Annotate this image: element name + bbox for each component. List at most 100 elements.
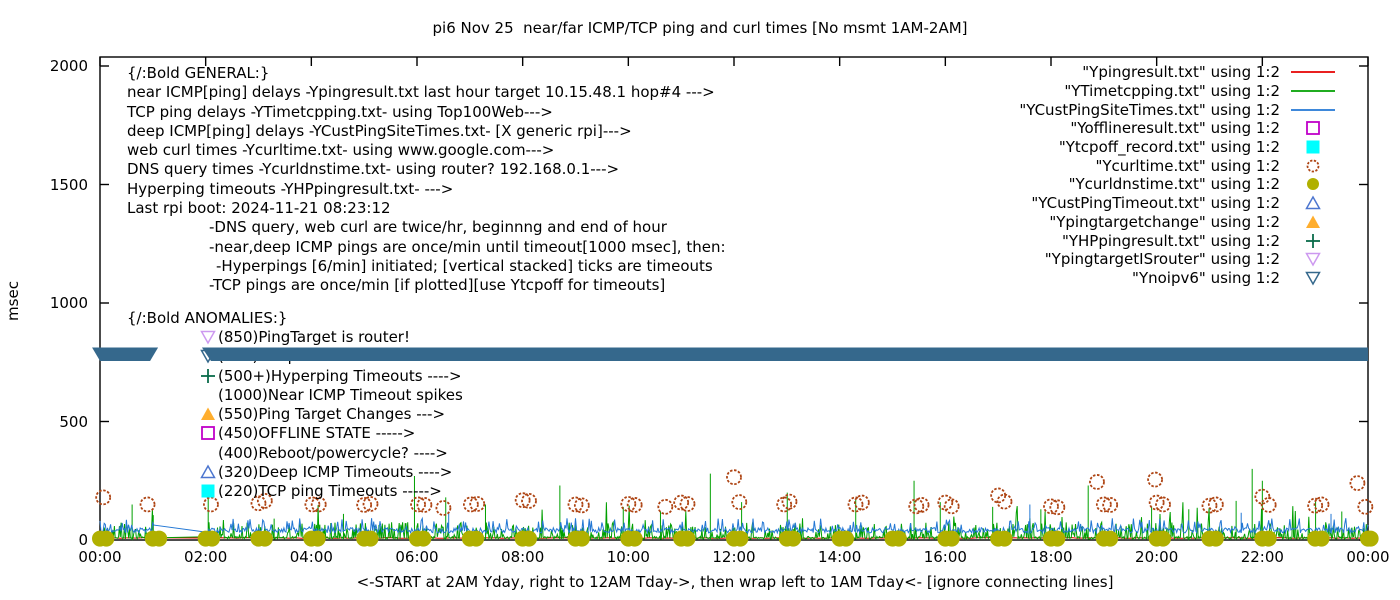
legend-sample-circle-filled-icon: [1290, 176, 1336, 192]
anomaly-note-line: (450)OFFLINE STATE ----->: [200, 424, 463, 443]
y-tick-label: 0: [78, 531, 88, 549]
general-note-line: near ICMP[ping] delays -Ypingresult.txt …: [127, 83, 715, 102]
y-tick-label: 1500: [49, 175, 88, 194]
general-note-line: Last rpi boot: 2024-11-21 08:23:12: [127, 199, 391, 218]
general-note-line: Hyperping timeouts -YHPpingresult.txt- -…: [127, 179, 454, 198]
anomaly-note-text: (850)PingTarget is router!: [218, 327, 410, 346]
general-note-line: -DNS query, web curl are twice/hr, begin…: [209, 218, 667, 237]
legend-label: "Ycurldnstime.txt" using 1:2: [1068, 175, 1280, 194]
legend-item: "Yofflineresult.txt" using 1:2: [1019, 119, 1336, 138]
general-note-line: -near,deep ICMP pings are once/min until…: [209, 237, 726, 256]
legend-sample-triangle-up-open-icon: [1290, 195, 1336, 211]
x-tick-label: 04:00: [289, 548, 333, 566]
x-tick-label: 08:00: [501, 548, 545, 566]
anomalies-notes-block: {/:Bold ANOMALIES:} (850)PingTarget is ro…: [127, 308, 463, 501]
legend-item: "YpingtargetISrouter" using 1:2: [1019, 250, 1336, 269]
y-tick-label: 500: [59, 412, 88, 431]
anomaly-note-text: (450)OFFLINE STATE ----->: [218, 424, 416, 443]
legend-sample-line-icon: [1290, 83, 1336, 99]
legend-item: "Ypingtargetchange" using 1:2: [1019, 213, 1336, 232]
legend-sample-triangle-down-open-icon: [1290, 270, 1336, 286]
legend-label: "Yofflineresult.txt" using 1:2: [1070, 119, 1280, 138]
legend-item: "Ycurldnstime.txt" using 1:2: [1019, 175, 1336, 194]
general-note-line: -TCP pings are once/min [if plotted][use…: [209, 276, 666, 295]
anomaly-marker-spacer: [200, 387, 216, 403]
x-tick-label: 14:00: [818, 548, 862, 566]
anomaly-note-line: (850)PingTarget is router!: [200, 327, 463, 346]
legend-label: "YpingtargetISrouter" using 1:2: [1044, 250, 1280, 269]
general-note-line: TCP ping delays -YTimetcpping.txt- using…: [127, 102, 553, 121]
legend-label: "Ynoipv6" using 1:2: [1132, 268, 1280, 287]
legend-sample-square-open-icon: [1290, 120, 1336, 136]
legend-label: "Ypingresult.txt" using 1:2: [1082, 63, 1280, 82]
x-tick-label: 00:00: [78, 548, 122, 566]
chart-title: pi6 Nov 25 near/far ICMP/TCP ping and cu…: [432, 19, 968, 37]
legend-item: "YCustPingSiteTimes.txt" using 1:2: [1019, 100, 1336, 119]
x-tick-label: 20:00: [1135, 548, 1179, 566]
anomaly-note-text: (1000)Near ICMP Timeout spikes: [218, 385, 463, 404]
anomaly-note-text: (220)TCP ping Timeouts ----->: [218, 482, 442, 501]
legend-label: "YHPpingresult.txt" using 1:2: [1061, 231, 1280, 250]
anomaly-note-line: (500+)Hyperping Timeouts ---->: [200, 366, 463, 385]
anomaly-note-text: (400)Reboot/powercycle? ---->: [218, 443, 448, 462]
legend-item: "YHPpingresult.txt" using 1:2: [1019, 231, 1336, 250]
y-tick-label: 1000: [49, 294, 88, 312]
anomaly-square-filled-icon: [200, 483, 216, 499]
legend-label: "YTimetcpping.txt" using 1:2: [1064, 82, 1280, 101]
legend-item: "Ypingresult.txt" using 1:2: [1019, 63, 1336, 82]
legend-sample-triangle-up-filled-icon: [1290, 214, 1336, 230]
legend-label: "YCustPingTimeout.txt" using 1:2: [1031, 194, 1280, 213]
legend-item: "Ynoipv6" using 1:2: [1019, 269, 1336, 288]
x-tick-label: 06:00: [395, 548, 439, 566]
general-notes-block: {/:Bold GENERAL:} near ICMP[ping] delays …: [127, 64, 726, 296]
anomaly-note-text: (500+)Hyperping Timeouts ---->: [218, 366, 462, 385]
anomaly-note-line: (220)TCP ping Timeouts ----->: [200, 482, 463, 501]
legend: "Ypingresult.txt" using 1:2 "YTimetcpping…: [1019, 63, 1336, 287]
general-note-line: {/:Bold GENERAL:}: [127, 64, 270, 82]
general-note-line: deep ICMP[ping] delays -YCustPingSiteTim…: [127, 121, 632, 140]
legend-item: "Ytcpoff_record.txt" using 1:2: [1019, 138, 1336, 157]
x-tick-label: 12:00: [712, 548, 756, 566]
legend-item: "YTimetcpping.txt" using 1:2: [1019, 82, 1336, 101]
y-tick-label: 2000: [49, 57, 88, 75]
anomalies-header: {/:Bold ANOMALIES:}: [127, 308, 288, 327]
x-tick-label: 10:00: [606, 548, 650, 566]
anomaly-note-text: (320)Deep ICMP Timeouts ---->: [218, 463, 453, 482]
x-tick-label: 16:00: [923, 548, 967, 566]
x-tick-label: 02:00: [184, 548, 228, 566]
legend-label: "Ycurltime.txt" using 1:2: [1095, 156, 1280, 175]
anomaly-plus-icon: [200, 368, 216, 384]
legend-sample-plus-icon: [1290, 233, 1336, 249]
anomaly-note-line: (1000)Near ICMP Timeout spikes: [200, 385, 463, 404]
anomaly-square-open-icon: [200, 425, 216, 441]
legend-sample-triangle-down-open-icon: [1290, 251, 1336, 267]
legend-label: "Ytcpoff_record.txt" using 1:2: [1058, 138, 1280, 157]
legend-sample-line-icon: [1290, 102, 1336, 118]
legend-item: "Ycurltime.txt" using 1:2: [1019, 156, 1336, 175]
anomaly-triangle-up-filled-icon: [200, 406, 216, 422]
anomaly-note-text: (550)Ping Target Changes --->: [218, 405, 446, 424]
legend-label: "YCustPingSiteTimes.txt" using 1:2: [1019, 100, 1280, 119]
anomaly-note-line: (320)Deep ICMP Timeouts ---->: [200, 462, 463, 481]
legend-sample-line-icon: [1290, 64, 1336, 80]
legend-sample-circle-open-icon: [1290, 158, 1336, 174]
anomaly-note-line: (400)Reboot/powercycle? ---->: [200, 443, 463, 462]
anomaly-triangle-up-open-icon: [200, 464, 216, 480]
x-axis-label: <-START at 2AM Yday, right to 12AM Tday-…: [356, 573, 1114, 591]
x-tick-label: 00:00: [1346, 548, 1390, 566]
general-note-line: -Hyperpings [6/min] initiated; [vertical…: [216, 256, 713, 275]
anomaly-triangle-down-open-icon: [200, 329, 216, 345]
legend-label: "Ypingtargetchange" using 1:2: [1049, 212, 1280, 231]
general-note-line: DNS query times -Ycurldnstime.txt- using…: [127, 160, 620, 179]
x-tick-label: 22:00: [1240, 548, 1284, 566]
legend-sample-square-filled-icon: [1290, 139, 1336, 155]
anomaly-note-line: (550)Ping Target Changes --->: [200, 404, 463, 423]
anomaly-marker-spacer: [200, 445, 216, 461]
noipv6-band-segment-2: [201, 347, 1368, 361]
noipv6-band-segment-1: [92, 347, 158, 361]
general-note-line: web curl times -Ycurltime.txt- using www…: [127, 141, 555, 160]
x-tick-label: 18:00: [1029, 548, 1073, 566]
legend-item: "YCustPingTimeout.txt" using 1:2: [1019, 194, 1336, 213]
